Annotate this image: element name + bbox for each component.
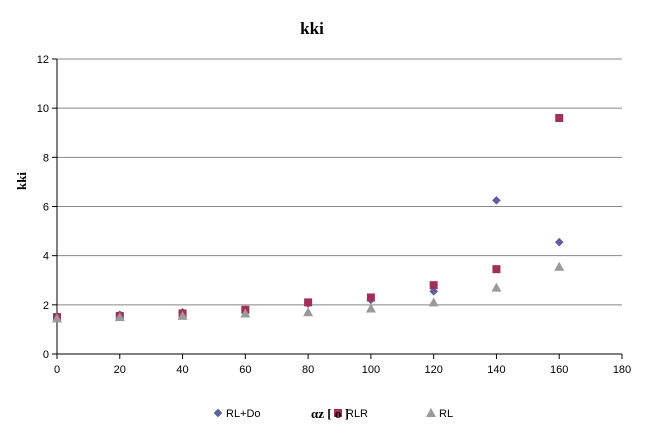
data-points [52, 114, 565, 323]
series-2 [53, 114, 564, 322]
data-point-series-2-4 [304, 298, 313, 307]
x-tick-label-40: 40 [176, 364, 188, 376]
data-point-series-3-4 [303, 307, 314, 317]
data-point-series-2-7 [492, 265, 501, 274]
y-tick-label-0: 0 [43, 349, 49, 361]
legend-label-3: RL [439, 408, 453, 420]
x-tick-label-180: 180 [613, 364, 631, 376]
x-tick-label-120: 120 [424, 364, 442, 376]
y-tick-label-12: 12 [37, 54, 49, 66]
data-point-series-1-8 [554, 237, 564, 247]
x-axis-title: αz [ o ] [311, 406, 349, 421]
data-point-series-3-5 [365, 303, 376, 313]
data-point-series-3-1 [114, 312, 125, 322]
y-tick-label-8: 8 [43, 152, 49, 164]
x-tick-label-100: 100 [362, 364, 380, 376]
x-tick-label-0: 0 [54, 364, 60, 376]
data-point-series-3-7 [491, 282, 502, 292]
data-point-series-3-2 [177, 310, 188, 320]
chart-title: kki [300, 19, 324, 38]
y-tick-labels: 0 2 4 6 8 10 12 [37, 54, 49, 361]
x-tick-label-140: 140 [487, 364, 505, 376]
legend-label-2: RLR [346, 408, 368, 420]
legend-marker-1 [213, 408, 223, 418]
data-point-series-1-7 [492, 196, 501, 205]
data-point-series-3-6 [428, 297, 439, 307]
legend: RL+Do RLR RL [213, 408, 453, 420]
x-tick-label-80: 80 [302, 364, 314, 376]
legend-label-1: RL+Do [226, 408, 261, 420]
data-point-series-3-3 [240, 308, 251, 318]
legend-marker-2 [334, 409, 342, 417]
x-tick-label-20: 20 [114, 364, 126, 376]
grid-lines [57, 58, 622, 306]
y-axis-title: kki [14, 172, 29, 190]
data-point-series-3-0 [52, 313, 62, 323]
data-point-series-2-8 [555, 114, 564, 122]
axes [52, 58, 623, 359]
data-point-series-1-6 [429, 286, 439, 296]
y-tick-label-2: 2 [43, 300, 49, 312]
y-tick-label-10: 10 [37, 103, 49, 115]
y-tick-label-4: 4 [43, 251, 49, 263]
y-tick-label-6: 6 [43, 202, 49, 214]
x-tick-label-60: 60 [239, 364, 251, 376]
data-point-series-2-5 [366, 293, 375, 302]
data-point-series-3-8 [554, 261, 565, 271]
x-tick-label-160: 160 [550, 364, 568, 376]
legend-marker-3 [426, 408, 436, 417]
series-3 [52, 261, 565, 323]
data-point-series-2-6 [429, 281, 438, 290]
x-tick-labels: 0 20 40 60 80 100 120 140 160 180 [54, 364, 631, 376]
